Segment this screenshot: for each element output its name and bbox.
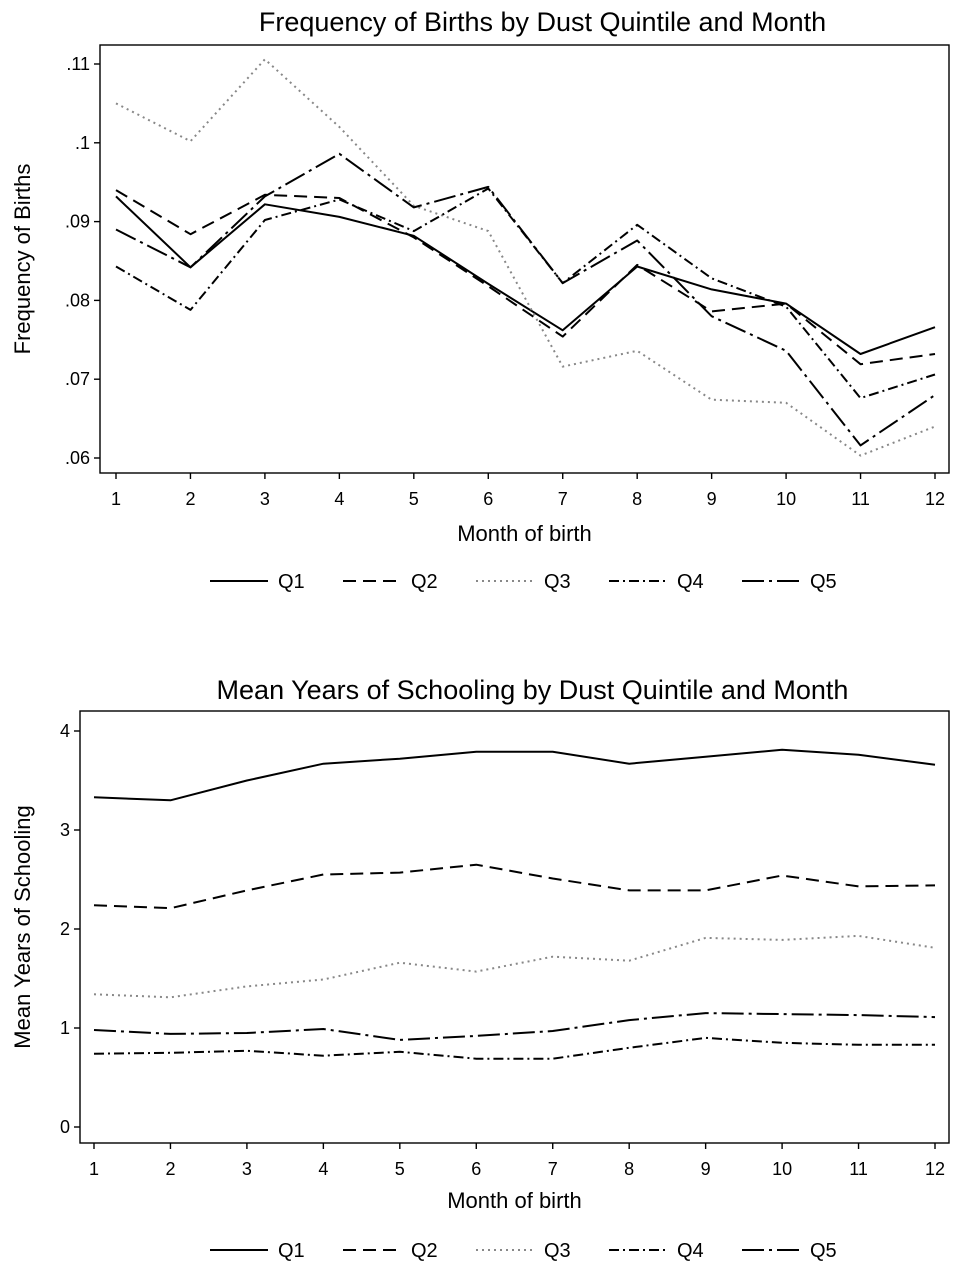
chart-panel-1: Frequency of Births by Dust Quintile and… (10, 7, 950, 593)
x-tick-label: 5 (395, 1159, 405, 1179)
x-tick-label: 4 (318, 1159, 328, 1179)
x-tick-label: 2 (165, 1159, 175, 1179)
legend-label-q3: Q3 (544, 1240, 571, 1262)
x-tick-label: 4 (334, 489, 344, 509)
y-tick-label: 2 (60, 919, 70, 939)
chart-title: Mean Years of Schooling by Dust Quintile… (217, 675, 849, 705)
x-tick-label: 8 (624, 1159, 634, 1179)
legend-label-q4: Q4 (677, 571, 704, 593)
legend-label-q1: Q1 (278, 1240, 305, 1262)
x-tick-label: 10 (772, 1159, 792, 1179)
plot-frame (99, 44, 950, 474)
y-tick-label: 4 (60, 721, 70, 741)
x-tick-label: 12 (925, 1159, 945, 1179)
legend-label-q3: Q3 (544, 571, 571, 593)
y-tick-label: .11 (66, 54, 90, 74)
legend-label-q5: Q5 (810, 1240, 837, 1262)
series-line-q3 (93, 934, 936, 999)
legend-label-q1: Q1 (278, 571, 305, 593)
y-tick-label: 3 (60, 820, 70, 840)
chart-title: Frequency of Births by Dust Quintile and… (259, 7, 826, 37)
x-tick-label: 6 (471, 1159, 481, 1179)
series-line-q4 (93, 1036, 935, 1060)
legend-label-q4: Q4 (677, 1240, 704, 1262)
y-tick-label: .07 (65, 369, 90, 389)
y-tick-label: .09 (65, 212, 90, 232)
legend: Q1 Q2 Q3 Q4 Q5 (210, 571, 837, 593)
x-tick-label: 6 (483, 489, 493, 509)
x-tick-label: 1 (111, 489, 121, 509)
legend-label-q5: Q5 (810, 571, 837, 593)
series-line-q2 (93, 863, 936, 910)
x-tick-label: 7 (548, 1159, 558, 1179)
x-tick-label: 9 (707, 489, 717, 509)
y-tick-label: .1 (75, 133, 90, 153)
series-line-q5 (115, 152, 936, 447)
x-tick-label: 12 (925, 489, 945, 509)
x-tick-label: 9 (701, 1159, 711, 1179)
series-line-q1 (115, 195, 936, 355)
x-tick-label: 2 (185, 489, 195, 509)
y-axis-label: Mean Years of Schooling (10, 805, 35, 1048)
x-tick-label: 5 (409, 489, 419, 509)
series-line-q5 (93, 1012, 936, 1041)
x-tick-label: 3 (260, 489, 270, 509)
x-axis-label: Month of birth (447, 1188, 582, 1213)
series-line-q3 (115, 58, 936, 457)
y-tick-label: .06 (65, 448, 90, 468)
series-line-q2 (115, 189, 936, 366)
x-tick-label: 1 (89, 1159, 99, 1179)
x-tick-label: 3 (242, 1159, 252, 1179)
legend-label-q2: Q2 (411, 571, 438, 593)
series-line-q1 (93, 748, 936, 802)
x-tick-label: 10 (776, 489, 796, 509)
legend: Q1 Q2 Q3 Q4 Q5 (210, 1240, 837, 1262)
y-axis-label: Frequency of Births (10, 164, 35, 355)
y-tick-label: 1 (60, 1018, 70, 1038)
chart-panel-2: Mean Years of Schooling by Dust Quintile… (10, 675, 950, 1262)
x-tick-label: 11 (851, 489, 870, 509)
x-tick-label: 11 (849, 1159, 868, 1179)
x-axis-label: Month of birth (457, 521, 592, 546)
y-tick-label: 0 (60, 1117, 70, 1137)
y-tick-label: .08 (65, 290, 90, 310)
plot-frame (79, 710, 950, 1144)
x-tick-label: 7 (558, 489, 568, 509)
x-tick-label: 8 (632, 489, 642, 509)
legend-label-q2: Q2 (411, 1240, 438, 1262)
